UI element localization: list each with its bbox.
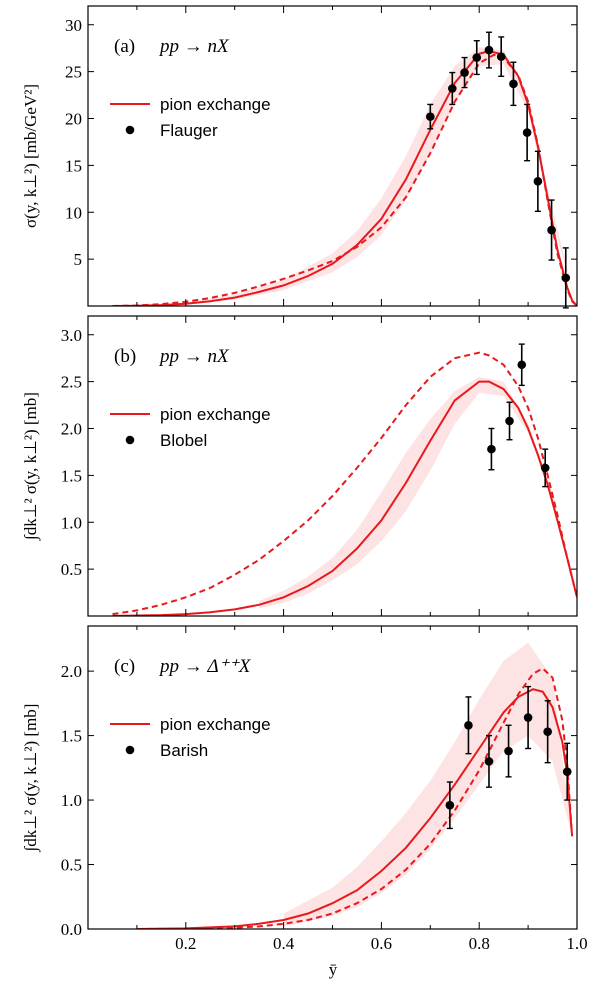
y-tick-label: 1.0 xyxy=(61,513,82,532)
data-point xyxy=(487,444,496,454)
data-point xyxy=(547,225,556,235)
y-axis-title: σ(y, k⊥²) [mb/GeV²] xyxy=(21,84,40,228)
y-tick-label: 1.5 xyxy=(61,727,82,746)
y-tick-label: 1.0 xyxy=(61,791,82,810)
legend-label: pion exchange xyxy=(160,95,271,114)
data-point xyxy=(445,800,455,810)
y-tick-label: 25 xyxy=(65,63,82,82)
data-point xyxy=(426,112,435,121)
legend-label: Blobel xyxy=(160,431,207,450)
dashed-curve xyxy=(112,53,577,306)
data-point xyxy=(460,68,469,77)
panel-label: (c) xyxy=(114,656,135,677)
data-point xyxy=(522,128,532,137)
x-tick-label: 0.8 xyxy=(469,934,490,953)
data-point xyxy=(517,360,527,370)
legend-label: Flauger xyxy=(160,121,218,140)
legend-marker xyxy=(125,125,135,135)
pion-exchange-curve xyxy=(136,688,574,929)
data-point xyxy=(496,52,506,61)
data-point xyxy=(448,84,457,93)
data-point xyxy=(523,713,533,722)
legend-label: pion exchange xyxy=(160,405,271,424)
x-tick-label: 1.0 xyxy=(566,934,587,953)
y-tick-label: 2.0 xyxy=(61,420,82,439)
y-tick-label: 1.5 xyxy=(61,466,82,485)
legend-label: pion exchange xyxy=(160,715,271,734)
data-point xyxy=(562,767,572,776)
y-tick-label: 3.0 xyxy=(61,326,82,345)
legend-marker xyxy=(125,745,135,755)
y-tick-label: 0.0 xyxy=(61,920,82,939)
y-tick-label: 20 xyxy=(65,110,82,129)
data-point xyxy=(484,757,494,766)
y-axis-title: ∫dk⊥² σ(y, k⊥²) [mb] xyxy=(21,704,41,853)
uncertainty-band xyxy=(283,642,573,927)
data-point xyxy=(504,746,513,756)
data-point xyxy=(472,53,482,62)
panel-2: 0.5 1.0 1.5 2.0 2.5 3.0 ∫dk⊥² σ(y, k⊥²) [mb] (b… xyxy=(21,315,578,617)
y-tick-label: 0.5 xyxy=(61,560,82,579)
y-tick-label: 2.0 xyxy=(61,662,82,681)
panel-label: (b) xyxy=(114,346,136,367)
dashed-curve xyxy=(112,351,577,616)
panel-label: (a) xyxy=(114,36,135,57)
y-tick-label: 10 xyxy=(65,203,82,222)
panel-3: 0.0 0.5 1.0 1.5 2.0 0.2 0.4 0.6 0.8 1.0 ∫dk⊥² σ(y,… xyxy=(21,625,588,953)
uncertainty-band xyxy=(185,47,577,306)
x-axis-title: ȳ xyxy=(329,960,338,979)
x-tick-label: 0.2 xyxy=(175,934,196,953)
legend-marker xyxy=(125,435,135,445)
y-tick-label: 30 xyxy=(65,16,82,35)
dashed-curve xyxy=(136,667,574,929)
y-axis-title: ∫dk⊥² σ(y, k⊥²) [mb] xyxy=(21,392,41,541)
data-point xyxy=(464,720,473,730)
data-point xyxy=(505,416,514,426)
reaction-label: pp → nX xyxy=(158,36,230,57)
legend-label: Barish xyxy=(160,741,208,760)
x-tick-label: 0.6 xyxy=(371,934,392,953)
data-point xyxy=(533,177,543,186)
data-point xyxy=(561,273,571,283)
data-point xyxy=(540,463,550,473)
pion-exchange-curve xyxy=(112,380,577,616)
y-tick-label: 5 xyxy=(74,250,83,269)
x-tick-label: 0.4 xyxy=(273,934,295,953)
y-tick-label: 2.5 xyxy=(61,373,82,392)
pion-exchange-curve xyxy=(112,49,577,306)
reaction-label: pp → Δ⁺⁺X xyxy=(158,656,252,677)
data-point xyxy=(484,45,494,55)
uncertainty-band xyxy=(259,376,577,609)
data-point xyxy=(543,727,552,737)
panel-1: 5 10 15 20 25 30 σ(y, k⊥²) [mb/GeV²] (a) pp → nX… xyxy=(21,5,578,309)
y-tick-label: 15 xyxy=(65,156,82,175)
data-point xyxy=(509,79,518,89)
y-tick-label: 0.5 xyxy=(61,856,82,875)
reaction-label: pp → nX xyxy=(158,346,230,367)
